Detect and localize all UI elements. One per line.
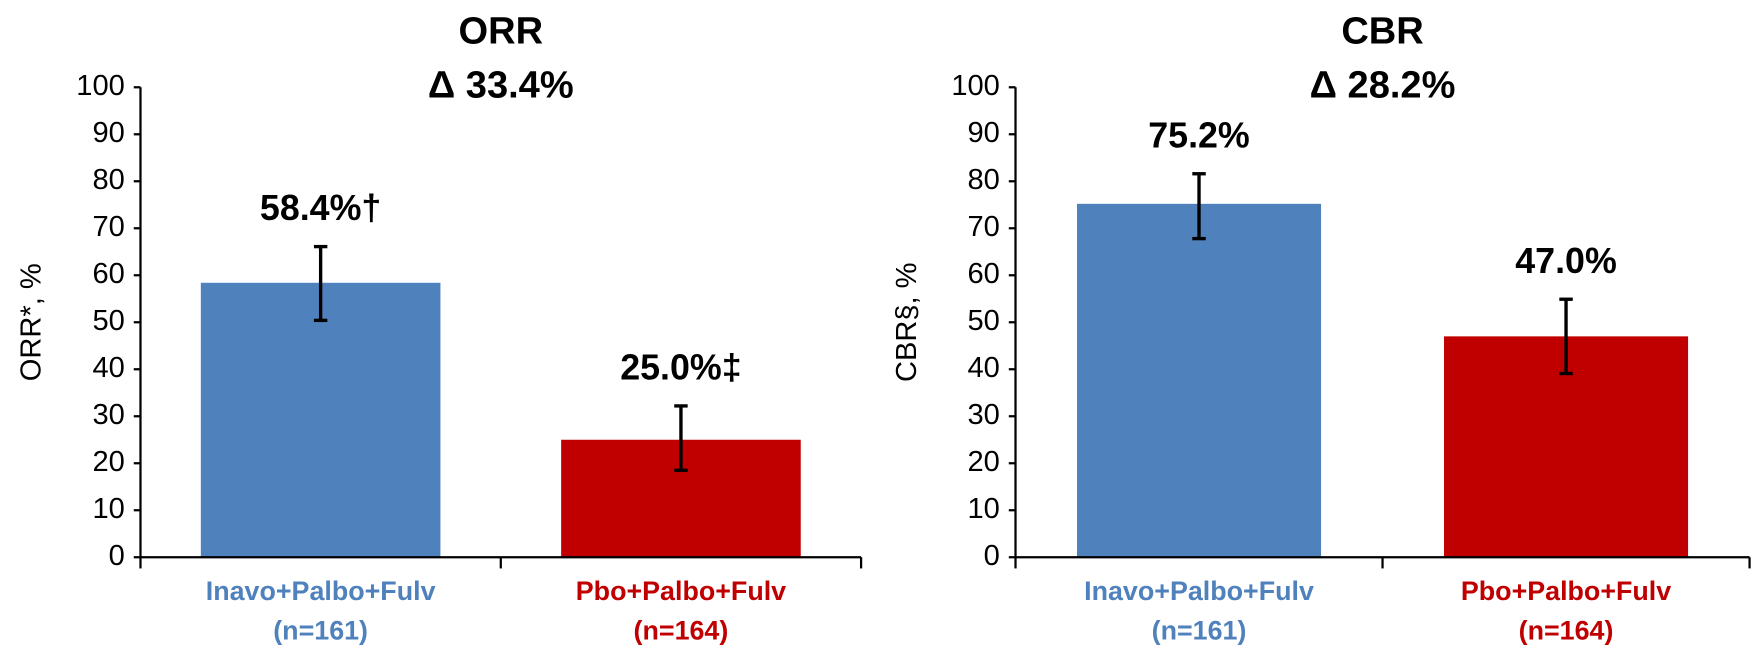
x-tick-sublabel: (n=164) bbox=[1519, 615, 1614, 645]
y-axis-label: CBR§, % bbox=[891, 262, 923, 382]
error-bar bbox=[674, 404, 688, 472]
y-tick-label: 40 bbox=[92, 352, 124, 384]
y-tick-label: 20 bbox=[92, 446, 124, 478]
bar bbox=[200, 282, 441, 558]
y-tick-label: 100 bbox=[76, 70, 125, 102]
value-label: 58.4%† bbox=[260, 188, 381, 228]
x-tick-label: Inavo+Palbo+Fulv bbox=[206, 576, 436, 606]
y-tick-label: 100 bbox=[951, 70, 1000, 102]
x-tick-sublabel: (n=161) bbox=[273, 615, 368, 645]
value-label: 75.2% bbox=[1148, 115, 1250, 155]
value-label: 25.0%‡ bbox=[620, 348, 741, 388]
chart-title: ORR bbox=[459, 11, 544, 53]
bar bbox=[1076, 203, 1322, 558]
chart-subtitle: Δ 33.4% bbox=[428, 64, 574, 106]
error-bar bbox=[1192, 172, 1206, 241]
x-tick-label: Inavo+Palbo+Fulv bbox=[1084, 576, 1314, 606]
y-tick-label: 40 bbox=[968, 352, 1000, 384]
y-axis-label: ORR*, % bbox=[16, 263, 48, 381]
y-tick-label: 80 bbox=[92, 164, 124, 196]
y-tick-label: 30 bbox=[968, 399, 1000, 431]
error-bar bbox=[1559, 297, 1573, 376]
y-tick-label: 0 bbox=[984, 540, 1000, 572]
x-tick-sublabel: (n=164) bbox=[634, 615, 729, 645]
value-label: 47.0% bbox=[1515, 241, 1617, 281]
x-tick-label: Pbo+Palbo+Fulv bbox=[1461, 576, 1671, 606]
y-tick-label: 70 bbox=[968, 211, 1000, 243]
y-tick-label: 90 bbox=[968, 117, 1000, 149]
y-tick-label: 70 bbox=[92, 211, 124, 243]
y-tick-label: 60 bbox=[968, 258, 1000, 290]
chart-title: CBR bbox=[1341, 11, 1423, 53]
y-tick-label: 50 bbox=[968, 305, 1000, 337]
y-tick-label: 80 bbox=[968, 164, 1000, 196]
x-tick-label: Pbo+Palbo+Fulv bbox=[576, 576, 786, 606]
y-tick-label: 10 bbox=[968, 493, 1000, 525]
y-tick-label: 30 bbox=[92, 399, 124, 431]
y-tick-label: 90 bbox=[92, 117, 124, 149]
y-tick-label: 0 bbox=[109, 540, 125, 572]
x-tick-sublabel: (n=161) bbox=[1152, 615, 1247, 645]
chart-subtitle: Δ 28.2% bbox=[1310, 64, 1456, 106]
y-tick-label: 60 bbox=[92, 258, 124, 290]
y-tick-label: 50 bbox=[92, 305, 124, 337]
y-tick-label: 10 bbox=[92, 493, 124, 525]
y-tick-label: 20 bbox=[968, 446, 1000, 478]
error-bar bbox=[313, 244, 328, 323]
